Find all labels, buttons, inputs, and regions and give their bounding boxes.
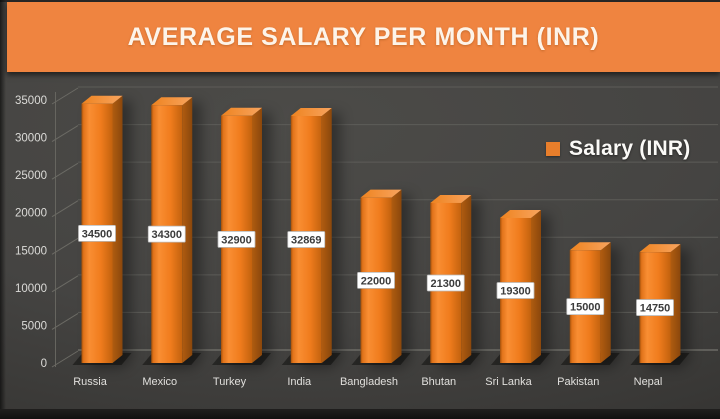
- bar-side-face: [182, 97, 193, 363]
- bar-top-face: [569, 242, 611, 251]
- x-axis-label-nepal: Nepal: [634, 376, 663, 388]
- y-axis-label-0: 0: [41, 358, 47, 370]
- bar-side-face: [112, 95, 123, 363]
- bar-side-face: [600, 242, 611, 363]
- y-axis-tick-5000: [51, 313, 79, 330]
- data-label-box-turkey: [217, 230, 256, 248]
- chart-title: AVERAGE SALARY PER MONTH (INR): [127, 22, 600, 51]
- bar-top-face: [639, 244, 681, 253]
- bar-top-face: [500, 209, 541, 218]
- data-label-pakistan: 15000: [570, 302, 601, 314]
- bar-top-face: [290, 108, 332, 117]
- bar-side-face: [321, 108, 332, 363]
- legend-label: Salary (INR): [569, 137, 691, 160]
- legend: Salary (INR): [546, 137, 690, 161]
- x-axis-label-sri-lanka: Sri Lanka: [485, 376, 532, 388]
- title-banner: AVERAGE SALARY PER MONTH (INR): [7, 2, 720, 72]
- data-label-box-bangladesh: [357, 271, 395, 289]
- data-label-russia: 34500: [82, 228, 113, 240]
- y-axis-tick-0: [51, 350, 79, 368]
- x-axis-label-pakistan: Pakistan: [557, 376, 599, 388]
- bar-side-face: [531, 209, 541, 363]
- data-label-sri-lanka: 19300: [500, 285, 531, 297]
- bar-top-face: [430, 194, 472, 203]
- data-label-turkey: 32900: [221, 234, 252, 246]
- y-axis-label-15000: 15000: [15, 245, 47, 257]
- bar-top-face: [360, 189, 402, 198]
- bar-top-face: [151, 97, 193, 106]
- left-border: [0, 0, 6, 419]
- y-axis-tick-30000: [51, 125, 79, 142]
- x-axis-label-bhutan: Bhutan: [421, 376, 456, 388]
- data-label-box-pakistan: [566, 298, 605, 316]
- data-label-india: 32869: [291, 235, 322, 247]
- data-label-bangladesh: 22000: [361, 275, 392, 287]
- bar-side-face: [461, 194, 472, 363]
- y-axis-tick-25000: [51, 162, 79, 180]
- bottom-strip: [0, 409, 720, 419]
- legend-swatch-icon: [546, 142, 560, 156]
- y-axis-tick-10000: [51, 275, 79, 293]
- data-label-box-sri-lanka: [496, 282, 535, 299]
- data-label-box-bhutan: [426, 274, 465, 292]
- y-axis-label-5000: 5000: [21, 320, 47, 332]
- x-axis-label-turkey: Turkey: [213, 376, 247, 388]
- y-axis-label-25000: 25000: [15, 170, 47, 182]
- y-axis-tick-20000: [51, 200, 79, 218]
- data-label-box-mexico: [147, 225, 186, 243]
- y-axis-label-10000: 10000: [15, 283, 47, 295]
- data-label-nepal: 14750: [640, 303, 671, 315]
- y-axis-label-30000: 30000: [15, 133, 47, 145]
- x-axis-label-mexico: Mexico: [142, 376, 177, 388]
- bar-side-face: [670, 244, 681, 363]
- data-label-box-nepal: [636, 299, 674, 316]
- data-label-mexico: 34300: [151, 229, 182, 241]
- x-axis-label-india: India: [287, 376, 312, 388]
- y-axis-tick-15000: [51, 237, 79, 255]
- bar-side-face: [252, 107, 262, 363]
- data-label-box-india: [287, 231, 326, 248]
- data-label-bhutan: 21300: [430, 278, 461, 290]
- x-axis-label-bangladesh: Bangladesh: [340, 376, 398, 388]
- y-axis-label-35000: 35000: [15, 95, 47, 107]
- data-label-box-russia: [78, 224, 116, 242]
- bar-side-face: [391, 189, 402, 363]
- y-axis-tick-35000: [51, 87, 79, 105]
- bar-top-face: [81, 95, 123, 104]
- y-axis-label-20000: 20000: [15, 208, 47, 220]
- x-axis-label-russia: Russia: [73, 376, 108, 388]
- bar-top-face: [221, 107, 262, 116]
- top-border: [0, 0, 720, 2]
